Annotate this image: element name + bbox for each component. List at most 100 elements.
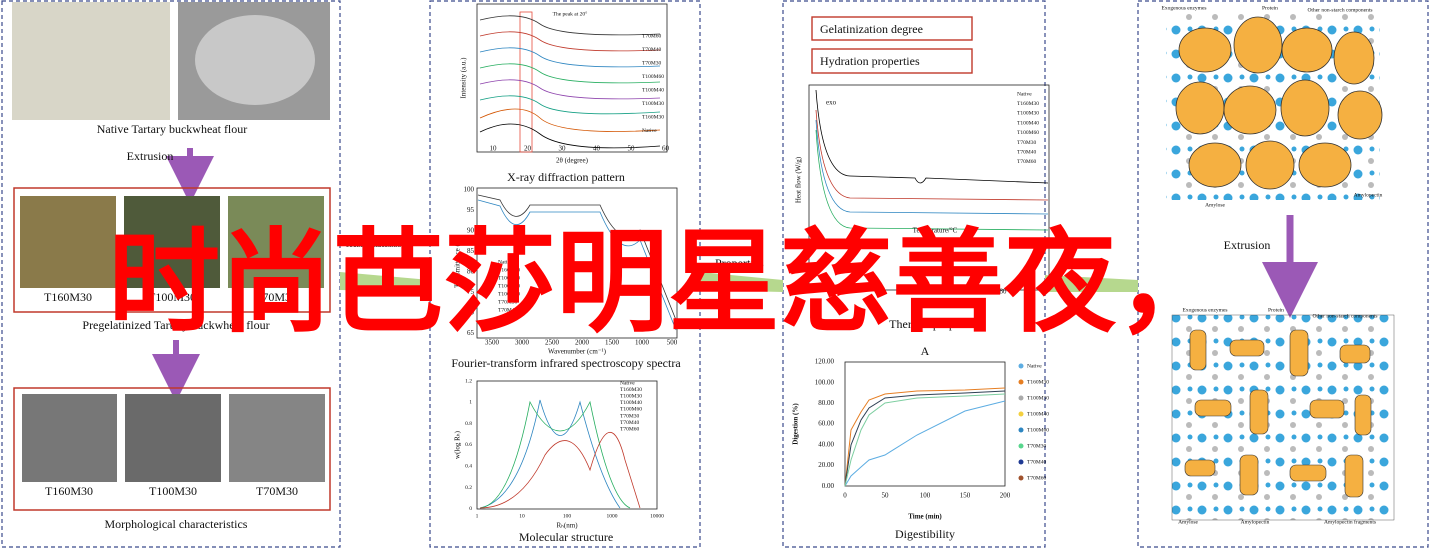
legend-swatch [1018,411,1024,417]
tick-label: 150 [960,492,971,500]
chart-title: Fourier-transform infrared spectroscopy … [451,356,681,370]
legend-label: T70M60 [642,33,662,39]
tick-label: 20 [524,145,532,153]
legend-label: T160M30 [1017,101,1039,107]
annotation: The peak at 20° [553,10,588,17]
legend-label: T70M30 [498,299,518,305]
axis-label: Transmittance (%) [454,235,462,288]
tick-label: 80.00 [818,399,834,407]
texts: Native Tartary buckwheat flour Extrusion T… [44,5,1383,543]
sample-label: T160M30 [45,484,93,498]
tick-label: 200 [1000,492,1011,500]
caption: Digestibility [895,527,955,541]
legend-label: T100M30 [642,101,664,107]
connectors [340,272,1138,292]
sample-label: T70M30 [256,484,298,498]
tick-label: 100 [920,492,931,500]
connector-label: Properties [715,256,764,270]
property-box-label: Hydration properties [820,54,920,68]
legend-label: Native [1027,363,1042,369]
tick-label: 10 [490,145,498,153]
legend-label: T70M30 [620,413,640,419]
tick-label: 85 [467,247,475,255]
arrow-label: Extrusion [1224,238,1271,252]
legend-label: T100M40 [642,87,664,93]
tick-label: 0.4 [465,463,472,469]
caption: Thermal properties [889,317,981,331]
overlay-text: 时尚芭莎明星慈善夜， [108,218,1228,348]
tick-label: 40.00 [818,440,834,448]
tick-label: 2000 [575,339,590,347]
axis-label: Time (min) [908,513,942,521]
legend-label: T100M60 [1027,427,1049,433]
legend-label: T160M30 [1027,379,1049,385]
sample-label: T100M30 [148,290,196,304]
tick-label: 65 [467,329,475,337]
diagram-label: Other non-starch components [1312,313,1377,319]
legend-label: T100M30 [1017,111,1039,117]
tick-label: 0.2 [465,485,472,491]
axis-label: 2θ (degree) [556,157,589,165]
legend-label: T70M60 [498,315,518,321]
tick-label: 0 [843,492,847,500]
tick-label: 60 [662,145,670,153]
panel3-graphics [808,16,1050,487]
diagram-label: Amylopectin [1354,192,1383,198]
legend-label: Native [498,259,513,265]
diagram-label: Exogenous enzymes [1161,5,1206,11]
legend-label: T70M60 [1027,475,1047,481]
legend-label: T70M40 [1017,149,1037,155]
tick-label: 40 [840,288,848,296]
legend-swatch [1018,459,1024,465]
legend-label: T100M60 [498,291,520,297]
tick-label: 1.2 [465,378,472,384]
arrow-label: Extrusion [127,149,174,163]
diagram-label: Protein [1262,5,1278,11]
tick-label: 75 [467,288,475,296]
caption: Pregelatinized Tartary buckwheat flour [82,318,269,332]
tick-label: 70 [467,309,475,317]
diagram-label: Exogenous enzymes [1182,307,1227,313]
tick-label: 1000 [607,513,618,519]
panel-letter: A [921,344,930,358]
tick-label: 0 [469,506,472,512]
legend-label: T100M40 [620,400,642,406]
panel2-graphics [476,3,678,510]
legend-swatch [1018,443,1024,449]
tick-label: 120.00 [815,358,835,366]
legend-label: T100M40 [498,283,520,289]
tick-label: 90 [467,227,475,235]
annotation: exo [826,99,837,107]
diagram-label: Amylopectin [1241,519,1270,525]
tick-label: 100 [464,186,475,194]
diagram-label: Amylose [1178,519,1198,525]
legend-label: Native [620,380,635,386]
legend-label: T160M30 [620,387,642,393]
axis-label: Rₕ(nm) [556,522,578,530]
chart-title: X-ray diffraction pattern [507,170,625,184]
tick-label: 1000 [635,339,650,347]
tick-label: 50 [882,492,890,500]
legend-label: T100M30 [1027,395,1049,401]
tick-label: 500 [667,339,678,347]
tick-label: 0.00 [822,482,835,490]
axis-label: w(log Rₕ) [454,430,462,459]
tick-label: 1 [476,513,479,519]
legend-label: T70M30 [642,60,662,66]
diagram-label: Other non-starch components [1307,7,1372,13]
sample-label: T100M30 [149,484,197,498]
legend-label: T70M60 [1017,159,1037,165]
tick-label: 20.00 [818,461,834,469]
axis-label: Intensity (a.u.) [460,57,468,99]
legend-swatch [1018,475,1024,481]
diagram-label: Amylose [1205,202,1225,208]
legend-label: T100M40 [1017,120,1039,126]
tick-label: 3500 [485,339,500,347]
connector-label: Structural characteristics [346,236,406,250]
sample-label: T70M30 [255,290,297,304]
panel4-graphics [1166,14,1395,521]
legend-label: T70M40 [620,420,640,426]
legend-label: T100M60 [642,74,664,80]
legend-label: T70M30 [1027,443,1047,449]
